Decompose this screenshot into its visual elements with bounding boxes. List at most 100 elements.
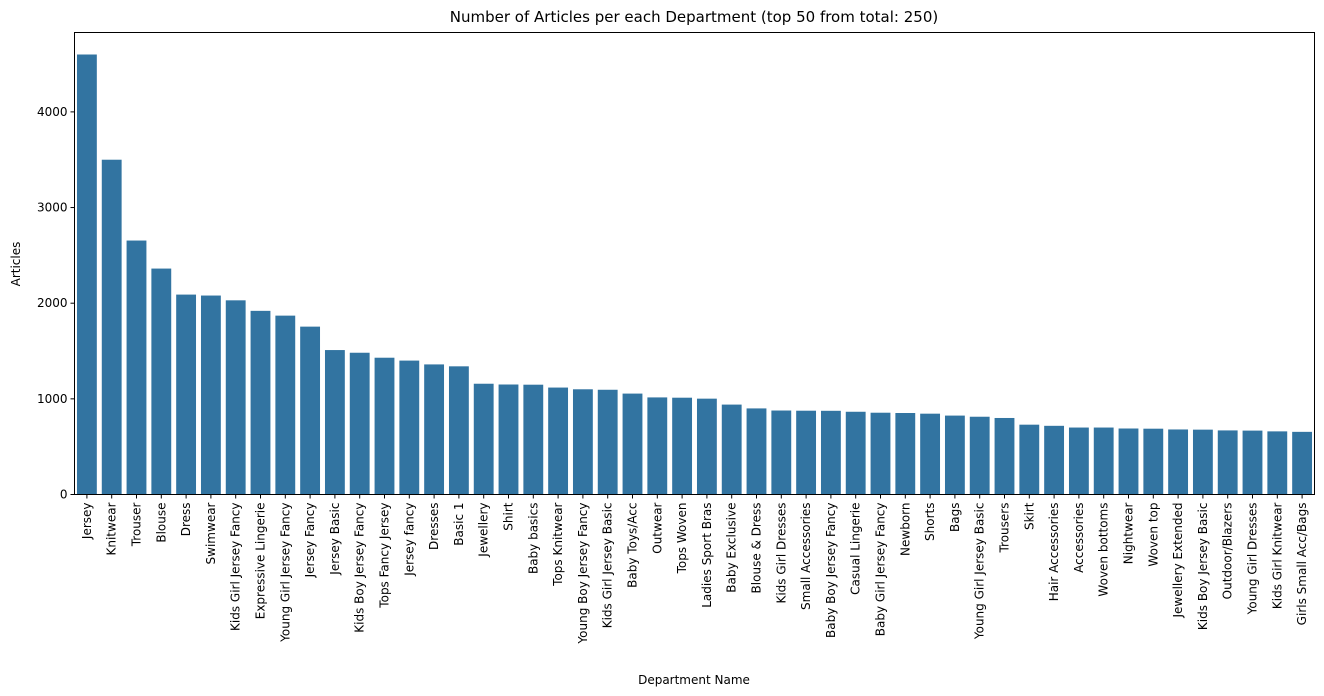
x-tick-label-14: Dresses <box>427 503 441 550</box>
x-tick-label-16: Jewellery <box>477 503 491 558</box>
bar-10 <box>324 350 345 495</box>
bar-45 <box>1192 429 1213 495</box>
bar-41 <box>1093 427 1114 495</box>
bar-30 <box>820 410 841 495</box>
bar-0 <box>76 54 97 495</box>
x-tick-label-37: Trousers <box>998 503 1012 554</box>
bar-39 <box>1044 425 1065 495</box>
bar-29 <box>796 410 817 495</box>
x-tick-label-27: Blouse & Dress <box>750 503 764 594</box>
bar-25 <box>696 398 717 495</box>
x-tick-label-46: Outdoor/Blazers <box>1221 503 1235 600</box>
x-tick-label-20: Young Boy Jersey Fancy <box>576 503 590 645</box>
x-tick-label-0: Jersey <box>80 503 94 541</box>
x-tick-label-30: Baby Boy Jersey Fancy <box>824 503 838 638</box>
bar-44 <box>1168 429 1189 495</box>
bar-33 <box>895 413 916 495</box>
bar-43 <box>1143 428 1164 495</box>
y-tick-label-4: 4000 <box>37 105 68 119</box>
plot-frame <box>74 32 1315 495</box>
x-tick-label-42: Nightwear <box>1122 502 1136 564</box>
y-axis-label: Articles <box>9 242 23 287</box>
x-tick-label-18: Baby basics <box>526 503 540 575</box>
bar-35 <box>944 415 965 495</box>
x-tick-label-47: Young Girl Dresses <box>1246 503 1260 616</box>
x-tick-label-5: Swimwear <box>204 502 218 564</box>
x-tick-label-10: Jersey Basic <box>328 503 342 576</box>
bar-38 <box>1019 424 1040 495</box>
x-tick-label-3: Blouse <box>154 503 168 543</box>
x-tick-label-15: Basic 1 <box>452 503 466 546</box>
x-tick-label-24: Tops Woven <box>675 503 689 575</box>
bar-24 <box>672 397 693 495</box>
bar-4 <box>176 294 197 495</box>
chart-title: Number of Articles per each Department (… <box>450 8 938 26</box>
x-tick-label-13: Jersey fancy <box>402 503 416 577</box>
x-tick-label-43: Woven top <box>1146 503 1160 567</box>
x-tick-label-7: Expressive Lingerie <box>254 503 268 620</box>
x-tick-label-44: Jewellery Extended <box>1171 503 1185 619</box>
x-tick-label-39: Hair Accessories <box>1047 503 1061 602</box>
x-tick-label-21: Kids Girl Jersey Basic <box>601 503 615 629</box>
bar-12 <box>374 357 395 495</box>
bar-42 <box>1118 428 1139 495</box>
y-axis: 0 1000 2000 3000 4000 <box>37 105 75 502</box>
bar-31 <box>845 411 866 495</box>
bar-18 <box>523 384 544 495</box>
x-tick-label-26: Baby Exclusive <box>725 503 739 593</box>
bar-49 <box>1292 431 1313 495</box>
x-tick-label-49: Girls Small Acc/Bags <box>1295 503 1309 626</box>
bar-17 <box>498 384 519 495</box>
x-tick-label-6: Kids Girl Jersey Fancy <box>229 503 243 631</box>
bar-14 <box>424 364 445 495</box>
x-tick-label-8: Young Girl Jersey Fancy <box>278 503 292 643</box>
x-tick-label-17: Shirt <box>502 502 516 530</box>
bar-23 <box>647 397 668 495</box>
bar-15 <box>448 366 469 495</box>
bar-21 <box>597 389 618 495</box>
x-tick-label-2: Trouser <box>130 502 144 547</box>
bar-6 <box>225 300 246 495</box>
bar-37 <box>994 417 1015 495</box>
bar-9 <box>300 326 321 495</box>
bar-20 <box>572 389 593 495</box>
x-tick-label-35: Bags <box>948 503 962 532</box>
bar-28 <box>771 410 792 495</box>
bar-11 <box>349 352 370 495</box>
bar-7 <box>250 310 271 495</box>
bar-2 <box>126 240 147 495</box>
x-tick-label-40: Accessories <box>1072 503 1086 573</box>
x-tick-label-38: Skirt <box>1022 502 1036 530</box>
x-tick-label-36: Young Girl Jersey Basic <box>973 503 987 641</box>
bar-26 <box>721 404 742 495</box>
bar-36 <box>969 416 990 495</box>
x-axis-label: Department Name <box>638 673 750 687</box>
bar-19 <box>548 387 569 495</box>
x-tick-label-34: Shorts <box>923 503 937 541</box>
x-tick-label-22: Baby Toys/Acc <box>626 503 640 588</box>
bar-22 <box>622 393 643 495</box>
bar-5 <box>200 295 221 495</box>
x-tick-label-33: Newborn <box>898 503 912 556</box>
bars-group <box>76 54 1313 495</box>
bar-47 <box>1242 430 1263 495</box>
x-tick-label-25: Ladies Sport Bras <box>700 503 714 608</box>
bar-3 <box>151 268 172 495</box>
bar-32 <box>870 412 891 495</box>
bar-48 <box>1267 431 1288 495</box>
x-tick-label-9: Jersey Fancy <box>303 503 317 579</box>
x-tick-label-29: Small Accessories <box>799 503 813 610</box>
x-tick-label-19: Tops Knitwear <box>551 502 565 586</box>
bar-34 <box>920 413 941 495</box>
x-tick-label-31: Casual Lingerie <box>849 503 863 595</box>
bar-27 <box>746 408 767 495</box>
y-tick-label-3: 3000 <box>37 201 68 215</box>
x-tick-label-48: Kids Girl Knitwear <box>1270 502 1284 609</box>
x-tick-label-4: Dress <box>179 503 193 537</box>
y-tick-label-1: 1000 <box>37 392 68 406</box>
bar-46 <box>1217 430 1238 495</box>
y-tick-label-0: 0 <box>60 488 68 502</box>
x-tick-label-45: Kids Boy Jersey Basic <box>1196 503 1210 631</box>
y-tick-label-2: 2000 <box>37 296 68 310</box>
